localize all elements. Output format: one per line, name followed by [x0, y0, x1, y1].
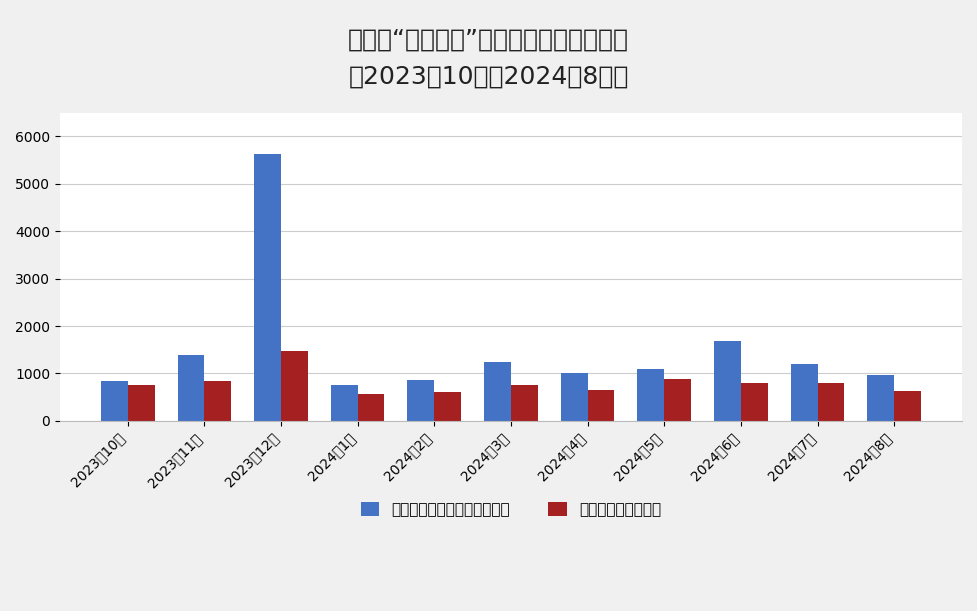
Bar: [204, 381, 232, 421]
Text: （2023年10月－2024年8月）: （2023年10月－2024年8月）: [349, 64, 628, 88]
Bar: [714, 342, 741, 421]
Bar: [484, 362, 511, 421]
Bar: [818, 384, 844, 421]
Bar: [664, 379, 691, 421]
Bar: [894, 390, 921, 421]
Bar: [407, 379, 434, 421]
Bar: [358, 394, 385, 421]
Bar: [741, 384, 768, 421]
Text: 中企在“一带一路”共建国家承包工程情况: 中企在“一带一路”共建国家承包工程情况: [348, 27, 629, 51]
Bar: [511, 386, 537, 421]
Bar: [637, 369, 664, 421]
Bar: [128, 385, 154, 421]
Bar: [101, 381, 128, 421]
Bar: [790, 364, 818, 421]
Bar: [331, 385, 358, 421]
Bar: [868, 375, 894, 421]
Bar: [587, 390, 615, 421]
Bar: [281, 351, 308, 421]
Bar: [561, 373, 587, 421]
Legend: 新签承包工程合同额（亿元）, 完成营业额（亿元）: 新签承包工程合同额（亿元）, 完成营业额（亿元）: [355, 496, 667, 524]
Bar: [254, 155, 281, 421]
Bar: [434, 392, 461, 421]
Bar: [178, 355, 204, 421]
